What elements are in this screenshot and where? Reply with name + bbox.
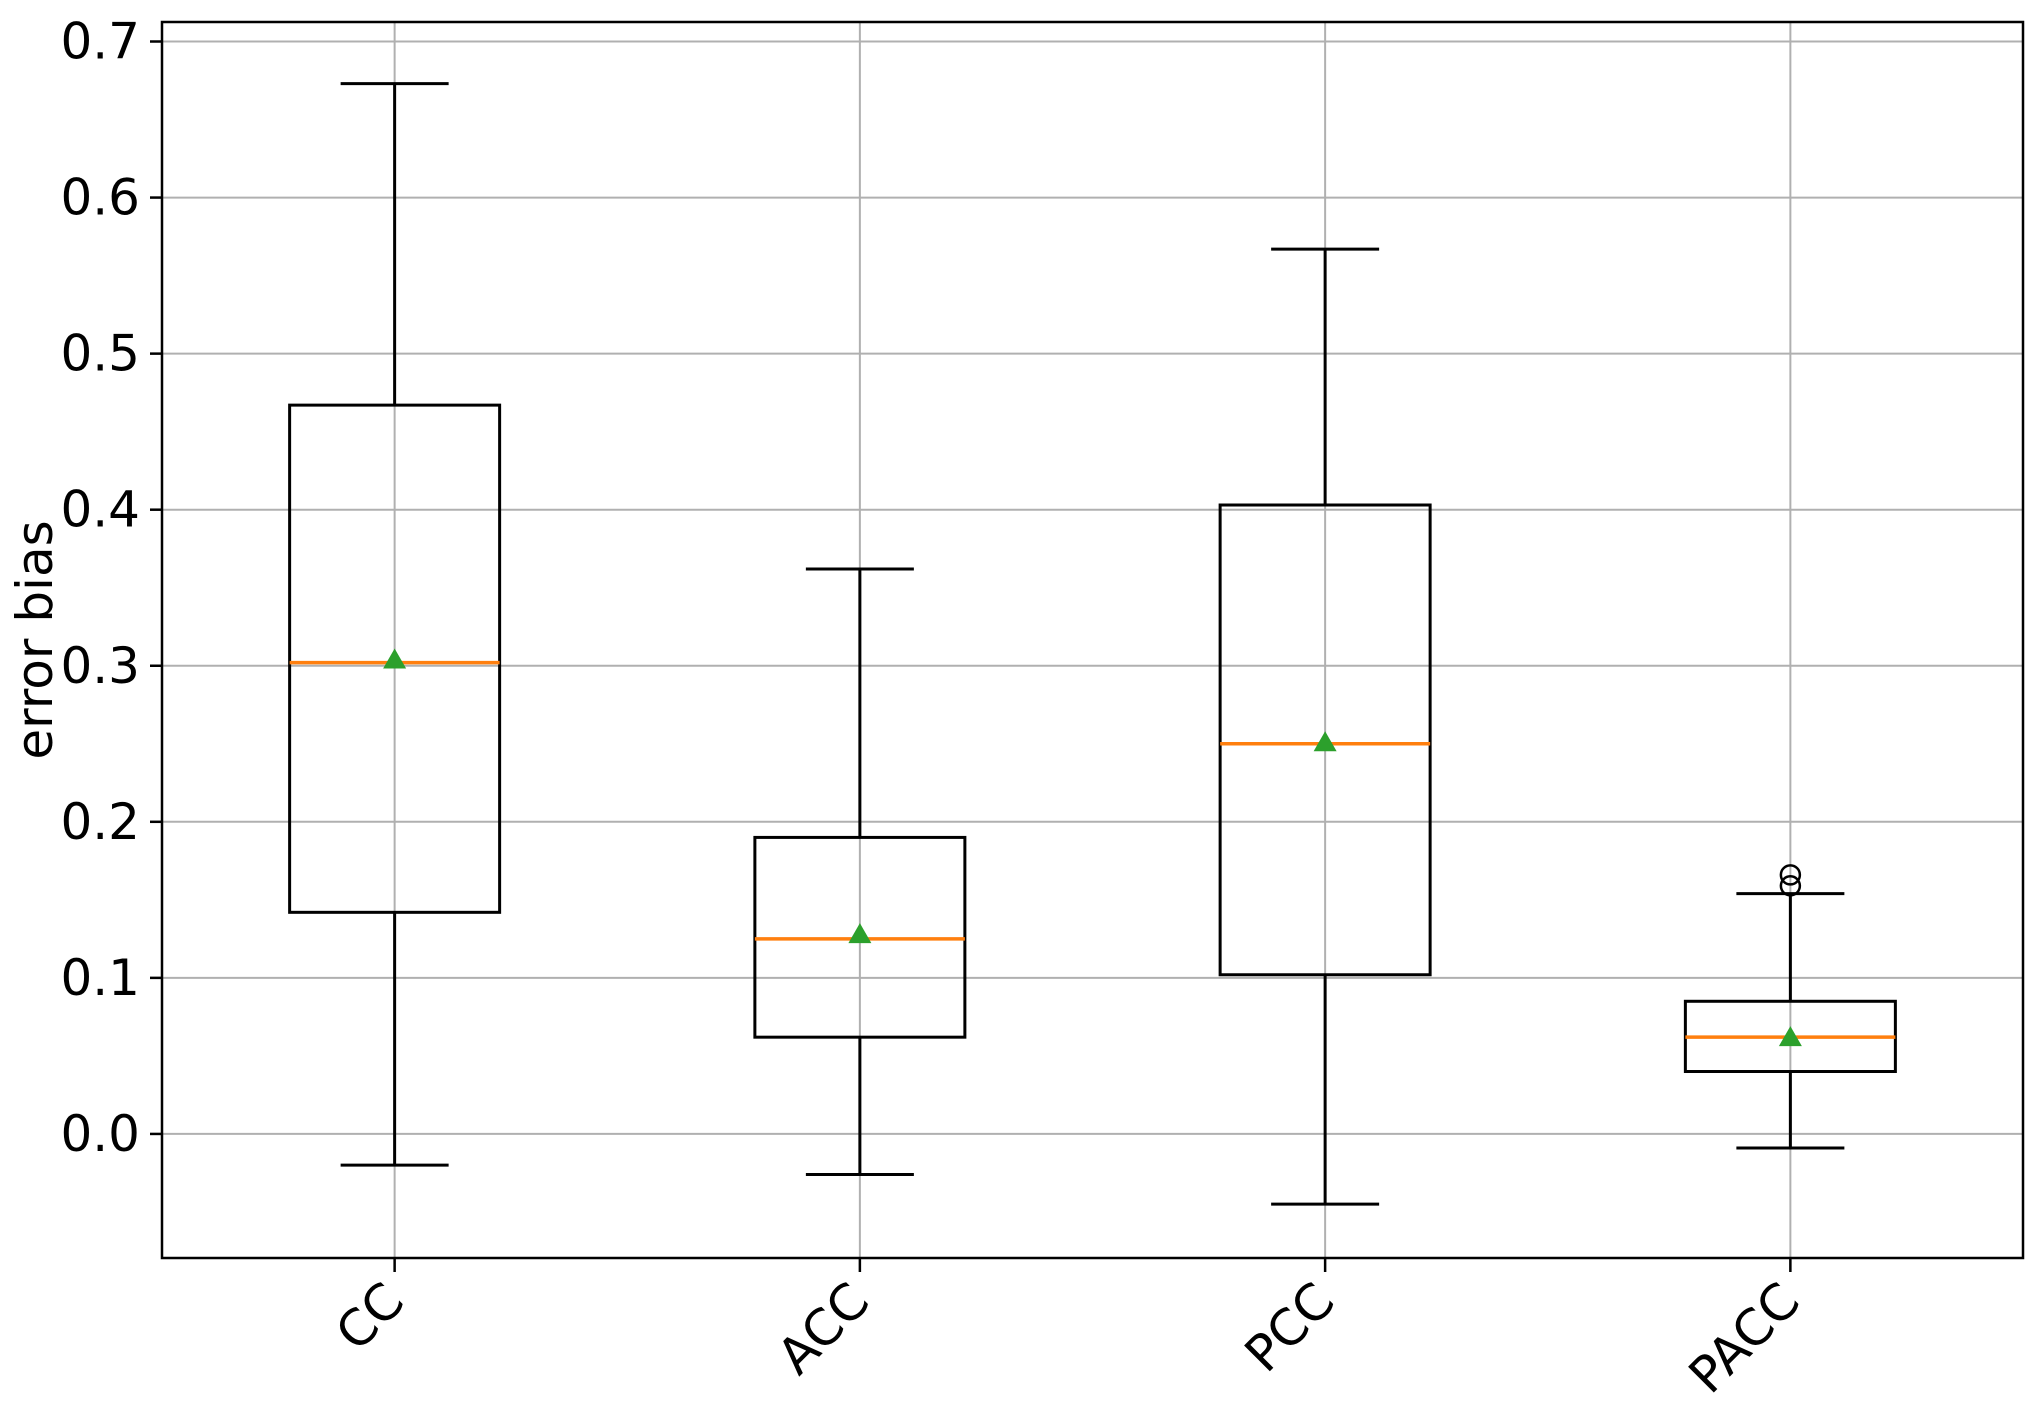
y-tick-label: 0.7 [60,13,140,71]
mean-marker [848,923,872,944]
x-tick-label-acc: ACC [766,1271,880,1385]
box-pcc [1218,247,1432,1206]
y-tick-label: 0.6 [60,169,140,227]
boxes [288,82,1897,1206]
outlier-point [1779,875,1802,897]
mean-marker [1313,731,1337,752]
y-tick-label: 0.1 [60,949,140,1007]
y-tick-label: 0.5 [60,325,140,383]
y-axis-ticks: 0.0 0.1 0.2 0.3 0.4 0.5 0.6 0.7 [60,13,162,1163]
iqr-box [288,403,502,914]
x-axis-ticks: CC ACC PCC PACC [325,1258,1811,1404]
mean-marker [1778,1026,1802,1047]
y-tick-label: 0.2 [60,793,140,851]
y-tick-label: 0.3 [60,637,140,695]
y-tick-label: 0.0 [60,1105,140,1163]
outlier-point [1779,864,1802,886]
y-tick-label: 0.4 [60,481,140,539]
plot-frame [160,20,2025,1260]
box-pacc [1683,864,1897,1150]
y-axis-title: error bias [6,520,64,759]
iqr-box [1218,503,1432,977]
mean-marker [383,648,407,669]
x-tick-label-cc: CC [325,1271,415,1361]
x-tick-label-pcc: PCC [1234,1271,1346,1383]
box-cc [288,82,502,1167]
x-tick-label-pacc: PACC [1678,1271,1811,1404]
box-acc [753,567,967,1177]
axes-frame [160,20,2025,1260]
